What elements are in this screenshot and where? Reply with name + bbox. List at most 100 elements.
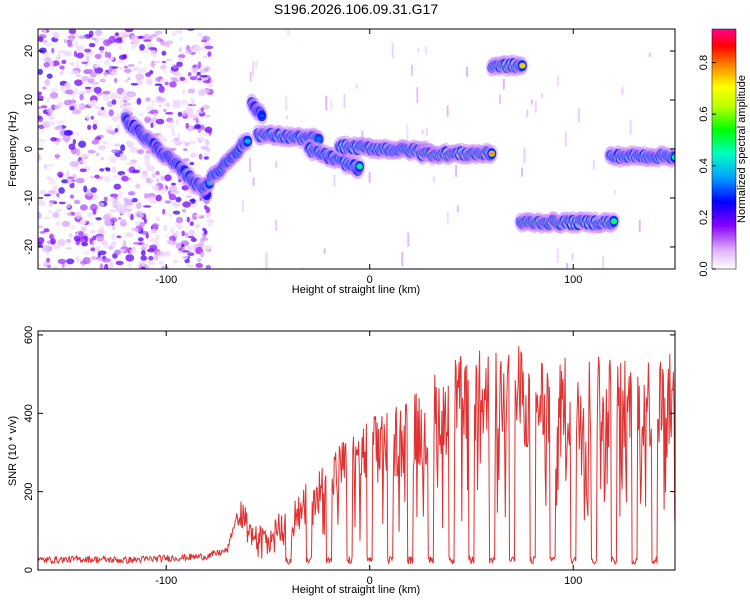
- ridge-core: [315, 136, 322, 143]
- noise-speckle: [86, 69, 94, 72]
- noise-speckle: [119, 31, 129, 36]
- noise-speckle: [115, 260, 124, 266]
- noise-speckle: [136, 202, 142, 210]
- noise-streak: [432, 176, 435, 183]
- noise-speckle: [38, 36, 44, 43]
- noise-speckle: [137, 149, 144, 155]
- noise-speckle: [79, 161, 84, 165]
- noise-speckle: [130, 227, 139, 231]
- noise-speckle: [199, 240, 204, 247]
- noise-speckle: [148, 260, 155, 266]
- noise-streak: [564, 131, 567, 147]
- noise-speckle: [66, 169, 70, 176]
- ridge-peak: [244, 139, 251, 143]
- noise-speckle: [63, 130, 73, 136]
- noise-speckle: [172, 259, 178, 264]
- noise-streak: [300, 267, 303, 269]
- noise-speckle: [91, 85, 95, 90]
- noise-speckle: [99, 225, 105, 233]
- noise-speckle: [42, 40, 49, 43]
- noise-speckle: [144, 116, 152, 123]
- heatmap-ytick-label: -10: [23, 190, 35, 206]
- noise-speckle: [94, 29, 103, 36]
- noise-speckle: [88, 42, 96, 48]
- noise-speckle: [55, 140, 59, 146]
- noise-speckle: [53, 31, 60, 39]
- noise-speckle: [93, 86, 102, 94]
- noise-speckle: [103, 59, 111, 66]
- noise-speckle: [109, 193, 119, 198]
- noise-speckle: [128, 141, 135, 147]
- noise-speckle: [46, 176, 52, 180]
- noise-speckle: [42, 29, 47, 36]
- noise-speckle: [99, 51, 104, 54]
- noise-speckle: [204, 205, 208, 210]
- noise-speckle: [164, 251, 171, 257]
- noise-streak: [499, 94, 501, 105]
- noise-speckle: [127, 64, 135, 67]
- noise-speckle: [56, 192, 60, 198]
- noise-streak: [638, 220, 641, 232]
- noise-speckle: [112, 175, 118, 179]
- noise-speckle: [85, 55, 90, 63]
- noise-speckle: [117, 59, 124, 64]
- noise-speckle: [126, 162, 135, 166]
- noise-speckle: [49, 200, 57, 203]
- noise-speckle: [111, 166, 117, 174]
- noise-speckle: [99, 263, 104, 269]
- noise-speckle: [165, 112, 174, 115]
- noise-speckle: [201, 88, 211, 93]
- noise-speckle: [80, 153, 90, 158]
- noise-speckle: [61, 85, 65, 92]
- noise-speckle: [123, 208, 133, 212]
- noise-speckle: [122, 240, 127, 248]
- noise-speckle: [119, 104, 126, 109]
- noise-streak: [368, 171, 371, 183]
- noise-speckle: [110, 233, 117, 241]
- noise-streak: [526, 109, 529, 118]
- noise-speckle: [199, 251, 205, 258]
- noise-speckle: [98, 250, 107, 256]
- noise-speckle: [170, 120, 175, 125]
- noise-speckle: [107, 100, 113, 108]
- noise-speckle: [104, 51, 109, 58]
- noise-streak: [407, 232, 410, 247]
- noise-speckle: [140, 266, 146, 269]
- noise-speckle: [138, 213, 144, 219]
- heatmap-ytick-label: 10: [23, 94, 35, 106]
- colorbar-tick-label: 0.8: [698, 55, 710, 70]
- noise-speckle: [161, 60, 166, 64]
- snr-ylabel: SNR (10 * v/v): [7, 416, 19, 486]
- snr-series-line: [38, 346, 675, 566]
- noise-speckle: [163, 224, 168, 231]
- noise-speckle: [75, 132, 80, 136]
- noise-speckle: [116, 112, 120, 120]
- noise-speckle: [71, 110, 81, 115]
- noise-speckle: [137, 67, 147, 74]
- noise-speckle: [144, 158, 151, 165]
- noise-speckle: [146, 106, 155, 111]
- noise-speckle: [175, 196, 182, 203]
- noise-speckle: [88, 222, 95, 226]
- noise-speckle: [200, 107, 204, 112]
- noise-speckle: [183, 148, 188, 152]
- noise-speckle: [171, 126, 175, 134]
- noise-speckle: [177, 57, 184, 63]
- noise-speckle: [191, 67, 196, 71]
- noise-speckle: [176, 61, 183, 67]
- noise-speckle: [204, 126, 213, 134]
- noise-speckle: [164, 174, 172, 182]
- noise-speckle: [50, 88, 58, 92]
- noise-streak: [416, 87, 419, 103]
- noise-speckle: [118, 190, 123, 199]
- noise-speckle: [169, 81, 177, 88]
- noise-speckle: [177, 111, 183, 117]
- noise-speckle: [47, 120, 56, 126]
- ridge-core: [610, 218, 618, 225]
- noise-speckle: [192, 64, 198, 68]
- noise-speckle: [187, 252, 195, 257]
- noise-streak: [325, 95, 328, 111]
- noise-speckle: [160, 175, 165, 182]
- noise-speckle: [198, 153, 203, 160]
- noise-speckle: [39, 196, 43, 202]
